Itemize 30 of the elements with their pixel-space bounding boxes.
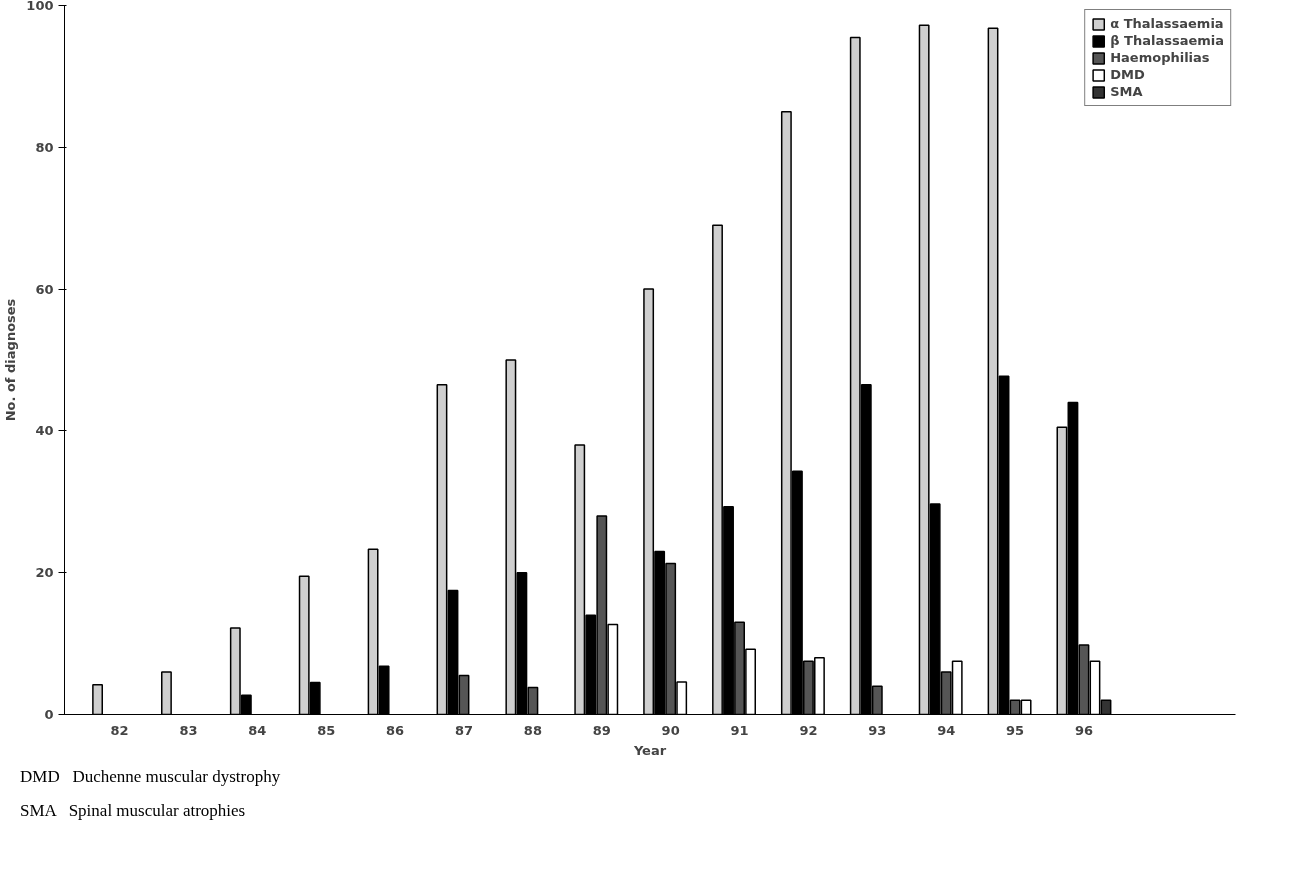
- x-tick-label: 86: [386, 722, 405, 738]
- x-tick-label: 90: [661, 722, 680, 738]
- text: DMD Duchenne muscular dystrophy: [20, 766, 281, 788]
- x-tick-label: 89: [592, 722, 611, 738]
- y-tick-label: 60: [35, 281, 54, 297]
- x-tick-label: 83: [179, 722, 198, 738]
- x-tick-label: 82: [110, 722, 129, 738]
- x-tick-label: 93: [868, 722, 887, 738]
- y-tick-label: 40: [35, 423, 54, 439]
- x-tick-label: 94: [937, 722, 956, 738]
- x-tick-label: 92: [799, 722, 818, 738]
- legend-label: DMD: [1110, 67, 1145, 82]
- text: SMA Spinal muscular atrophies: [20, 800, 246, 823]
- y-tick-label: 100: [26, 0, 54, 13]
- legend-label: α Thalassaemia: [1110, 16, 1224, 31]
- y-axis-title: No. of diagnoses: [3, 298, 19, 422]
- x-tick-label: 88: [523, 722, 542, 738]
- legend-label: SMA: [1110, 84, 1143, 99]
- x-tick-label: 96: [1074, 722, 1094, 738]
- x-tick-label: 95: [1006, 722, 1025, 738]
- x-tick-label: 87: [454, 722, 474, 738]
- x-tick-label: 91: [730, 722, 749, 738]
- y-tick-label: 20: [35, 565, 54, 581]
- x-axis-title: Year: [632, 742, 667, 758]
- x-tick-label: 85: [317, 722, 336, 738]
- legend-label: β Thalassaemia: [1110, 33, 1224, 48]
- x-tick-label: 84: [248, 722, 267, 738]
- y-tick-label: 0: [44, 707, 54, 722]
- y-tick-label: 80: [35, 139, 54, 155]
- legend-label: Haemophilias: [1110, 50, 1210, 65]
